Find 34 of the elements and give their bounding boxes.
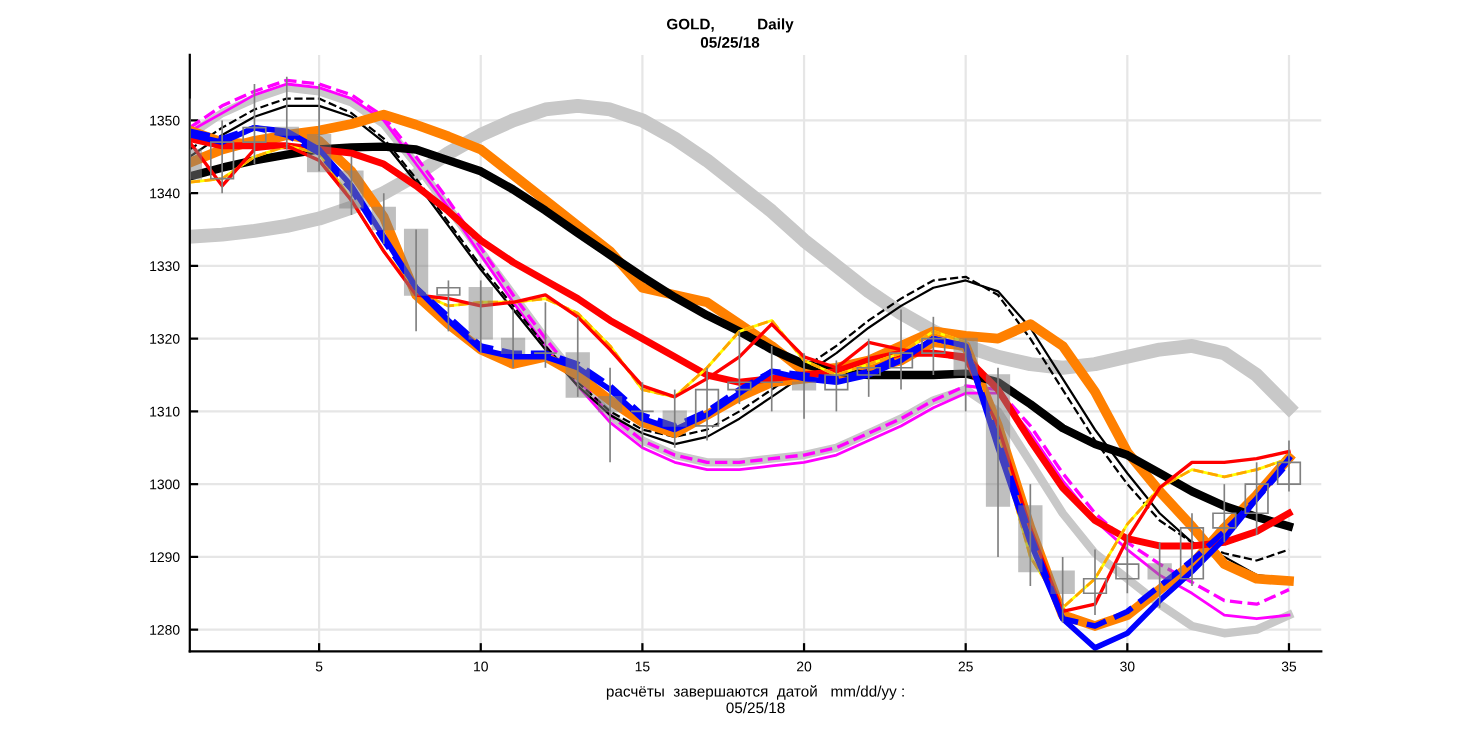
candlestick [1050,556,1075,624]
candlestick [500,308,526,369]
candlestick [1212,483,1237,544]
candlestick [1115,534,1140,595]
candlestick [468,279,493,355]
candlestick [985,366,1011,558]
candlestick [1244,461,1269,536]
candlestick [565,315,590,398]
candlestick [371,192,396,245]
candlestick [306,83,332,173]
candlestick [694,366,720,442]
candlestick [1082,548,1108,616]
candlestick [403,228,429,333]
candlestick [436,279,461,333]
candlestick [888,308,914,391]
candlestick [953,337,978,413]
candlestick [727,330,752,405]
candlestick [533,301,558,369]
candlestick [339,155,364,216]
candlestick [209,119,235,194]
candlestick [1276,439,1302,493]
candlestick [1018,483,1043,587]
candlestick [242,83,267,165]
candlestick [630,381,655,449]
candlestick [791,352,817,420]
candlestick [759,345,784,413]
candlestick [662,388,687,449]
candlestick [921,315,946,376]
candlestick [824,359,849,413]
candlestick [597,366,623,464]
candlestick [1147,541,1172,609]
candlestick [856,337,881,398]
candlestick [1179,512,1205,587]
candlestick [274,75,299,151]
